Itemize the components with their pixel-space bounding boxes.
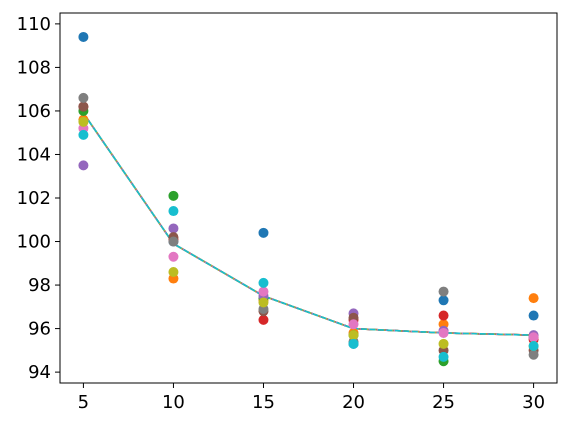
data-point	[78, 31, 89, 42]
y-tick-label: 108	[17, 57, 51, 78]
y-axis: 94 96 98 100 102 104 106 108 110	[17, 14, 60, 383]
y-tick-label: 94	[28, 362, 51, 383]
y-tick-label: 96	[28, 319, 51, 340]
data-point	[438, 327, 449, 338]
data-point	[528, 332, 539, 343]
data-point	[168, 206, 179, 217]
data-point	[168, 223, 179, 234]
data-point	[438, 351, 449, 362]
x-tick-label: 30	[522, 392, 545, 413]
mean-trend-lines	[82, 112, 534, 336]
data-point	[78, 116, 89, 127]
data-point	[78, 129, 89, 140]
data-point	[528, 293, 539, 304]
y-tick-label: 102	[17, 188, 51, 209]
data-point	[528, 341, 539, 351]
mean-line-segment	[82, 112, 534, 336]
y-tick-label: 100	[17, 232, 51, 253]
data-point	[348, 330, 359, 341]
data-point	[438, 310, 449, 321]
y-tick-label: 104	[17, 144, 51, 165]
data-point	[168, 190, 179, 201]
y-tick-label: 98	[28, 275, 51, 296]
data-point	[258, 314, 269, 325]
y-tick-label: 110	[17, 14, 51, 35]
data-point	[78, 101, 89, 112]
data-point	[258, 286, 269, 297]
data-point	[168, 251, 179, 262]
data-point	[528, 310, 539, 321]
data-point	[528, 349, 539, 360]
data-points	[78, 31, 539, 367]
x-tick-label: 20	[342, 392, 365, 413]
y-tick-label: 106	[17, 101, 51, 122]
data-point	[348, 319, 359, 330]
data-point	[168, 236, 179, 247]
data-point	[438, 338, 449, 349]
data-point	[78, 160, 89, 171]
data-point	[438, 295, 449, 306]
x-tick-label: 5	[78, 392, 89, 413]
data-point	[348, 338, 359, 349]
data-point	[168, 267, 179, 277]
data-point	[258, 227, 269, 238]
x-tick-label: 10	[162, 392, 185, 413]
data-point	[258, 297, 269, 308]
x-axis: 5 10 15 20 25 30	[78, 383, 545, 413]
data-point	[258, 277, 269, 288]
x-tick-label: 15	[252, 392, 275, 413]
data-point	[78, 92, 89, 103]
x-tick-label: 25	[432, 392, 455, 413]
data-point	[438, 286, 449, 297]
